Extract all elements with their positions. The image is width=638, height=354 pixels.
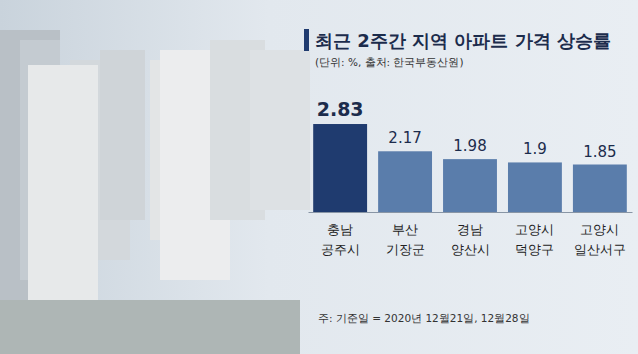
tick: 경남양산시	[451, 212, 490, 257]
tick-label-line: 고양시	[515, 222, 554, 237]
photo-decoration	[0, 30, 310, 354]
tick-label-line: 양산시	[451, 242, 490, 257]
tick-label: 고양시일산서구	[574, 222, 626, 257]
building	[100, 50, 145, 220]
tick-label-line: 일산서구	[574, 242, 626, 257]
x-axis: 충남공주시부산기장군경남양산시고양시덕양구고양시일산서구	[309, 212, 633, 257]
data-label: 2.83	[317, 98, 364, 120]
bar	[573, 165, 627, 213]
plot-area	[313, 124, 627, 212]
tick-label-line: 부산	[392, 222, 418, 237]
bar	[313, 124, 367, 212]
tick-label-line: 기장군	[386, 242, 425, 257]
tick: 고양시덕양구	[515, 212, 554, 257]
background	[0, 0, 638, 354]
title: 최근 2주간 지역 아파트 가격 상승률	[315, 30, 611, 51]
tick-label: 충남공주시	[321, 222, 360, 257]
tick: 고양시일산서구	[574, 212, 626, 257]
tick-label-line: 경남	[457, 222, 483, 237]
building	[250, 50, 310, 210]
footnote: 주: 기준일 = 2020년 12월21일, 12월28일	[318, 312, 530, 324]
bar	[378, 151, 432, 212]
data-label: 1.9	[523, 140, 547, 158]
axis-line	[309, 212, 633, 213]
tick: 충남공주시	[321, 212, 360, 257]
tick-label-line: 고양시	[580, 222, 619, 237]
tick: 부산기장군	[386, 212, 425, 257]
tick-label-line: 공주시	[321, 242, 360, 257]
subtitle: (단위: %, 출처: 한국부동산원)	[315, 56, 464, 68]
bar	[443, 159, 497, 212]
data-label: 1.98	[453, 137, 486, 155]
data-label: 2.17	[388, 129, 421, 147]
tick-label: 경남양산시	[451, 222, 490, 257]
bar	[508, 162, 562, 212]
data-label: 1.85	[583, 143, 616, 161]
tick-label-line: 덕양구	[515, 242, 554, 257]
title-accent	[304, 29, 309, 51]
tick-label-line: 충남	[327, 222, 353, 237]
ground	[0, 300, 300, 354]
tick-label: 고양시덕양구	[515, 222, 554, 257]
tick-label: 부산기장군	[386, 222, 425, 257]
chart: 최근 2주간 지역 아파트 가격 상승률 (단위: %, 출처: 한국부동산원) 2…	[0, 0, 638, 354]
